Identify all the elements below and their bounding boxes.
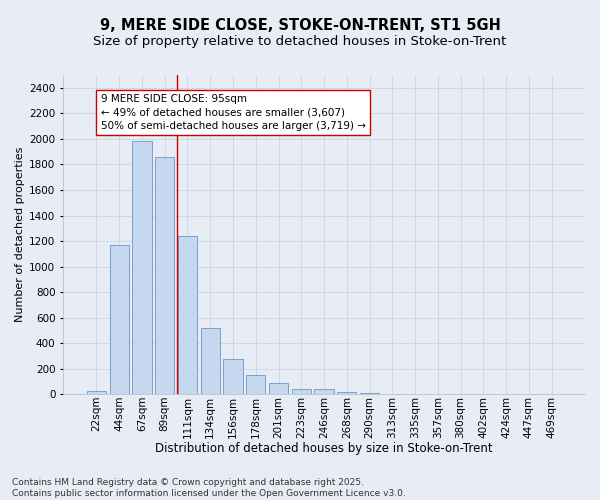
- Bar: [132, 142, 152, 394]
- Text: 9 MERE SIDE CLOSE: 95sqm
← 49% of detached houses are smaller (3,607)
50% of sem: 9 MERE SIDE CLOSE: 95sqm ← 49% of detach…: [101, 94, 365, 130]
- Text: Size of property relative to detached houses in Stoke-on-Trent: Size of property relative to detached ho…: [94, 35, 506, 48]
- Bar: [360, 393, 379, 394]
- Bar: [246, 375, 265, 394]
- Bar: [110, 245, 129, 394]
- Text: 9, MERE SIDE CLOSE, STOKE-ON-TRENT, ST1 5GH: 9, MERE SIDE CLOSE, STOKE-ON-TRENT, ST1 …: [100, 18, 500, 32]
- Bar: [155, 156, 175, 394]
- Bar: [223, 359, 242, 394]
- X-axis label: Distribution of detached houses by size in Stoke-on-Trent: Distribution of detached houses by size …: [155, 442, 493, 455]
- Bar: [314, 389, 334, 394]
- Bar: [87, 391, 106, 394]
- Y-axis label: Number of detached properties: Number of detached properties: [15, 147, 25, 322]
- Bar: [200, 328, 220, 394]
- Bar: [178, 236, 197, 394]
- Bar: [337, 392, 356, 394]
- Text: Contains HM Land Registry data © Crown copyright and database right 2025.
Contai: Contains HM Land Registry data © Crown c…: [12, 478, 406, 498]
- Bar: [269, 383, 288, 394]
- Bar: [292, 388, 311, 394]
